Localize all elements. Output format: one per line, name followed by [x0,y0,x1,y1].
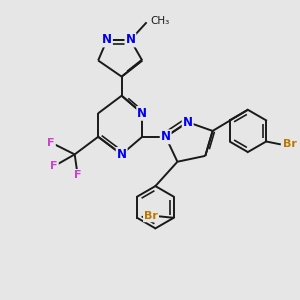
Text: N: N [102,33,112,46]
Text: N: N [183,116,193,129]
Text: F: F [74,170,81,180]
Text: Br: Br [283,140,297,149]
Text: Br: Br [144,211,158,221]
Text: N: N [161,130,171,143]
Text: CH₃: CH₃ [150,16,170,26]
Text: N: N [117,148,127,161]
Text: F: F [47,138,55,148]
Text: N: N [125,33,136,46]
Text: N: N [137,107,147,120]
Text: F: F [50,161,58,171]
